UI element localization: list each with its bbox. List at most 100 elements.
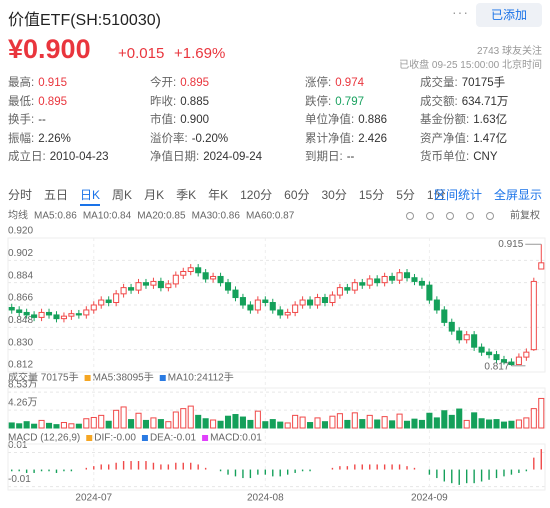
candle-body xyxy=(307,299,314,306)
stat-cell: 到期日: -- xyxy=(305,148,420,167)
volume-bar xyxy=(135,412,142,429)
legend-label: MACD (12,26,9) xyxy=(8,433,80,444)
y-tick-label: 0.848 xyxy=(8,315,33,326)
period-tab[interactable]: 周K xyxy=(112,188,133,202)
tool-link[interactable]: 全屏显示 xyxy=(493,188,542,202)
stat-cell: 跌停: 0.797 xyxy=(305,93,420,112)
candle-body xyxy=(105,299,112,304)
legend-item: MA5:0.86 xyxy=(34,211,77,222)
stat-label: 基金份额: xyxy=(420,114,470,127)
more-icon[interactable]: ··· xyxy=(452,4,469,20)
stat-cell: 货币单位: CNY xyxy=(420,148,545,167)
legend-item: MA60:0.87 xyxy=(246,211,295,222)
y-tick-label: 0.812 xyxy=(8,360,33,371)
change-percent: +1.69% xyxy=(174,45,226,62)
stat-value: -- xyxy=(38,114,46,127)
stat-label: 成立日: xyxy=(8,151,46,164)
candle-body xyxy=(202,272,209,280)
follow-button[interactable]: 已添加 xyxy=(476,3,542,27)
candle-body xyxy=(284,311,291,316)
period-tab[interactable]: 30分 xyxy=(321,188,347,202)
legend-swatch xyxy=(84,375,91,381)
tool-icon xyxy=(466,212,474,220)
stat-label: 跌停: xyxy=(305,95,332,108)
volume-bar xyxy=(150,417,157,429)
legend-swatch xyxy=(141,435,148,441)
period-tab[interactable]: 分时 xyxy=(8,188,33,202)
period-tab[interactable]: 15分 xyxy=(358,188,385,202)
volume-bar xyxy=(478,418,485,429)
volume-bar xyxy=(389,420,396,429)
chart-tools: 区间统计 全屏显示 xyxy=(422,186,542,203)
stat-cell: 最低: 0.895 xyxy=(8,93,150,112)
tool-icon xyxy=(426,212,434,220)
legend-swatch xyxy=(86,435,93,441)
volume-bar xyxy=(284,422,291,429)
candle-body xyxy=(142,282,150,286)
period-tab[interactable]: 年K xyxy=(208,188,229,202)
legend-item: DEA:-0.01 xyxy=(150,433,197,444)
stat-cell: 成立日: 2010-04-23 xyxy=(8,148,150,167)
period-tab[interactable]: 120分 xyxy=(240,188,273,202)
candle-body xyxy=(157,280,164,289)
volume-bar xyxy=(441,410,448,429)
candle-body xyxy=(403,272,411,279)
x-tick-label: 2024-08 xyxy=(247,493,284,504)
volume-bar xyxy=(411,418,418,429)
candle-body xyxy=(463,334,470,341)
candle-body xyxy=(344,287,351,291)
volume-bar xyxy=(75,423,82,429)
stat-cell: 昨收: 0.885 xyxy=(150,93,305,112)
y-tick-label: 0.01 xyxy=(8,440,28,451)
volume-bar xyxy=(31,423,38,429)
candle-body xyxy=(172,274,179,285)
stat-cell: 市值: 0.900 xyxy=(150,111,305,130)
candle-body xyxy=(500,359,508,363)
candle-body xyxy=(217,275,224,284)
volume-bar xyxy=(16,423,23,429)
period-tab[interactable]: 1分 xyxy=(426,188,446,202)
period-tab[interactable]: 日K xyxy=(80,186,101,206)
stat-value: 2010-04-23 xyxy=(49,151,109,164)
tool-link[interactable]: 区间统计 xyxy=(433,188,482,202)
period-tab[interactable]: 5分 xyxy=(396,188,415,202)
volume-bar xyxy=(493,419,500,429)
volume-bar xyxy=(523,417,530,429)
candle-body xyxy=(113,293,120,304)
candle-body xyxy=(478,346,485,353)
period-tab[interactable]: 五日 xyxy=(44,188,69,202)
y-tick-label: 0.884 xyxy=(8,270,33,281)
volume-bar xyxy=(396,413,403,429)
period-tabs: 分时 五日 日K 周K 月K 季K 年K 120分 60分 30分 15分 5分 1分 xyxy=(8,186,544,206)
volume-bar xyxy=(68,423,75,429)
volume-bar xyxy=(254,410,261,429)
period-tab[interactable]: 月K xyxy=(144,188,165,202)
volume-bar xyxy=(172,411,179,429)
volume-bar xyxy=(515,419,522,429)
period-tab[interactable]: 60分 xyxy=(284,188,310,202)
stat-value: 1.63亿 xyxy=(473,114,508,127)
stat-label: 成交量: xyxy=(420,77,458,89)
stat-cell: 基金份额: 1.63亿 xyxy=(420,111,545,130)
volume-bar xyxy=(329,415,336,429)
stat-value: 0.886 xyxy=(358,114,387,127)
stat-value: CNY xyxy=(473,151,498,164)
candle-body xyxy=(538,262,545,270)
high-annotation: 0.915 xyxy=(498,239,523,250)
volume-bar xyxy=(538,397,545,429)
volume-bar xyxy=(456,408,463,429)
candle-body xyxy=(8,306,15,311)
stat-value: -- xyxy=(346,151,355,164)
volume-bar xyxy=(269,419,276,429)
candle-body xyxy=(299,299,306,306)
low-annotation: 0.817 xyxy=(484,361,509,372)
candle-body xyxy=(120,287,127,295)
period-tab[interactable]: 季K xyxy=(176,188,197,202)
candle-body xyxy=(165,283,172,289)
candle-body xyxy=(329,294,336,304)
legend-item: MA30:0.86 xyxy=(192,211,241,222)
stat-cell: 净值日期: 2024-09-24 xyxy=(150,148,305,167)
volume-bar xyxy=(187,405,194,429)
candle-body xyxy=(90,304,97,311)
candle-body xyxy=(448,321,455,332)
